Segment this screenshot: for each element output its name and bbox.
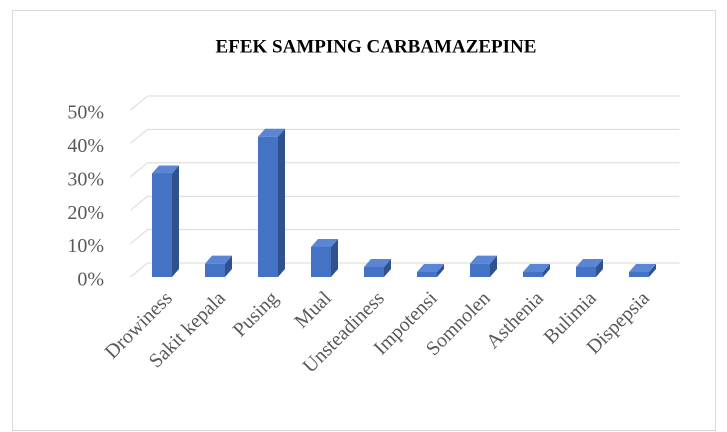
bar [311,246,331,277]
y-tick-label: 10% [67,235,104,257]
grid-line-depth [130,262,148,278]
grid-line-depth [130,129,148,144]
bar-side [543,263,550,277]
bar-side [384,258,391,277]
bar [258,136,278,277]
bar [470,263,490,277]
bar-top [258,128,285,137]
bar-top [205,255,232,264]
y-tick-label: 40% [67,135,104,157]
bar-side [225,255,232,277]
bar-side [172,165,179,277]
grid-line-depth [130,95,148,111]
bar [205,263,225,277]
y-tick-label: 0% [77,269,104,291]
bar-side [331,238,338,277]
y-tick-label: 50% [67,102,104,124]
bar [523,271,543,277]
bar-side [437,263,444,277]
bar-side [649,263,656,277]
chart-title: EFEK SAMPING CARBAMAZEPINE [216,36,537,57]
bar [629,271,649,277]
bar-top [152,165,179,174]
bar-side [278,128,285,277]
bar-side [596,258,603,277]
bar [152,173,172,277]
bar-top [311,238,338,247]
bar [364,266,384,277]
bar-top [629,263,656,272]
grid-line-depth [130,162,148,178]
bar-side [490,255,497,277]
bar [576,266,596,277]
chart-border [12,10,716,431]
bar [417,271,437,277]
bar-top [576,258,603,267]
y-tick-label: 20% [67,202,104,224]
y-tick-label: 30% [67,168,104,190]
bar-top [523,263,550,272]
bar-top [417,263,444,272]
bar-top [470,255,497,264]
grid-line-depth [130,229,148,244]
bar-top [364,258,391,267]
grid-line-depth [130,195,148,211]
